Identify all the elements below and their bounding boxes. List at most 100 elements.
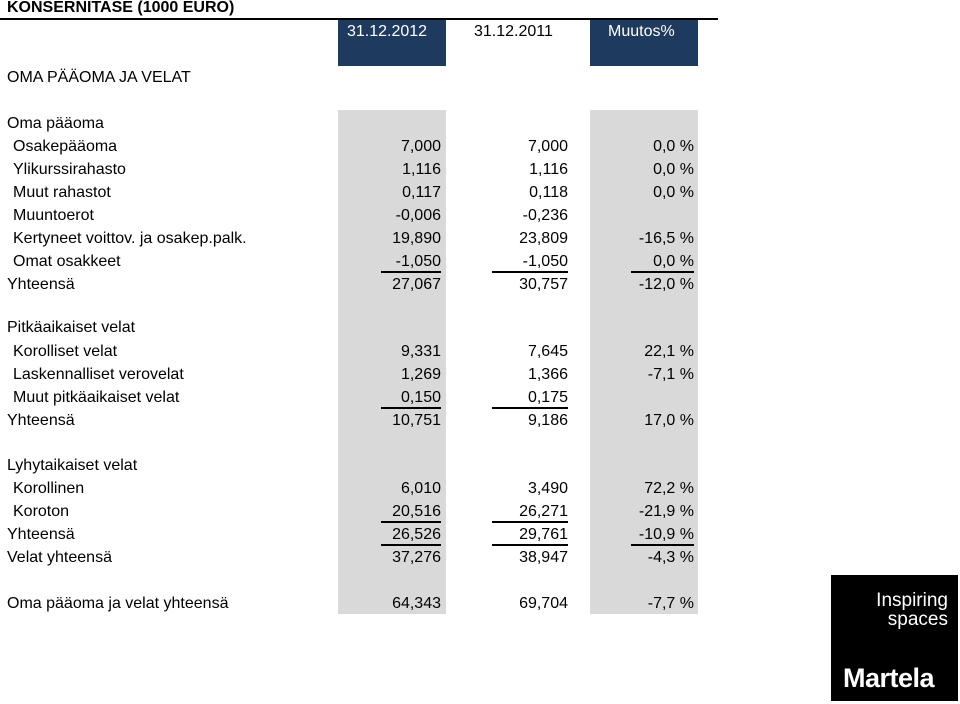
row-value-col1: 9,331	[400, 343, 441, 360]
row-label: Yhteensä	[7, 412, 75, 429]
table-row: Oma pääoma ja velat yhteensä 64,343 69,704…	[0, 592, 718, 615]
row-value-col1: 7,000	[400, 138, 441, 155]
row-label: Omat osakkeet	[13, 253, 121, 270]
row-value-col1: 19,890	[392, 230, 441, 247]
row-label: Oma pääoma ja velat yhteensä	[7, 595, 229, 612]
longterm-heading: Pitkäaikaiset velat	[0, 316, 718, 339]
row-label: Muuntoerot	[13, 207, 94, 224]
table-row: Yhteensä 27,067 30,757 -12,0 %	[0, 273, 718, 296]
row-label: Yhteensä	[7, 276, 75, 293]
table-row: Laskennalliset verovelat 1,269 1,366 -7,1 %	[0, 363, 718, 386]
total-underline	[492, 521, 568, 523]
section-heading: OMA PÄÄOMA JA VELAT	[0, 66, 718, 89]
logo-tagline: Inspiring spaces	[876, 591, 948, 629]
row-label: Korollinen	[13, 480, 85, 497]
row-value-col3: -12,0 %	[638, 276, 694, 293]
row-value-col3: 0,0 %	[653, 253, 694, 270]
row-value-col1: 1,269	[400, 366, 441, 383]
row-value-col3: 0,0 %	[653, 184, 694, 201]
col1-header: 31.12.2012	[347, 23, 428, 40]
total-underline	[381, 407, 441, 409]
row-label: Yhteensä	[7, 526, 75, 543]
table-row: Korolliset velat 9,331 7,645 22,1 %	[0, 340, 718, 363]
row-value-col2: -0,236	[522, 207, 568, 224]
table-row: Yhteensä 10,751 9,186 17,0 %	[0, 409, 718, 432]
row-value-col2: 29,761	[519, 526, 568, 543]
total-underline	[492, 544, 568, 546]
col3-header-bg	[590, 20, 698, 66]
row-label: Korolliset velat	[13, 343, 118, 360]
row-label: Muut pitkäaikaiset velat	[13, 389, 180, 406]
row-value-col1: 10,751	[392, 412, 441, 429]
row-value-col2: 26,271	[519, 503, 568, 520]
row-value-col1: 37,276	[392, 549, 441, 566]
longterm-heading-label: Pitkäaikaiset velat	[7, 319, 136, 336]
row-value-col3: -16,5 %	[638, 230, 694, 247]
col3-header: Muutos%	[608, 23, 675, 40]
row-value-col2: 3,490	[527, 480, 568, 497]
total-underline	[492, 407, 568, 409]
row-value-col1: 1,116	[402, 161, 441, 178]
report-title: KONSERNITASE (1000 EURO)	[7, 0, 235, 16]
table-row: Omat osakkeet -1,050 -1,050 0,0 %	[0, 250, 718, 273]
table-row: Kertyneet voittov. ja osakep.palk. 19,890…	[0, 227, 718, 250]
table-row: Velat yhteensä 37,276 38,947 -4,3 %	[0, 546, 718, 569]
table-row: Ylikurssirahasto 1,116 1,116 0,0 %	[0, 158, 718, 181]
shortterm-heading-label: Lyhytaikaiset velat	[7, 457, 138, 474]
row-value-col1: 0,150	[400, 389, 441, 406]
row-value-col2: 7,000	[527, 138, 568, 155]
total-underline	[381, 521, 441, 523]
col2-header: 31.12.2011	[474, 23, 553, 40]
row-value-col1: -0,006	[395, 207, 441, 224]
row-value-col1: 64,343	[392, 595, 441, 612]
row-value-col3: 72,2 %	[644, 480, 694, 497]
row-value-col1: 6,010	[400, 480, 441, 497]
row-value-col3: 0,0 %	[653, 138, 694, 155]
row-label: Kertyneet voittov. ja osakep.palk.	[13, 230, 247, 247]
row-value-col2: 1,116	[529, 161, 568, 178]
row-label: Koroton	[13, 503, 70, 520]
row-value-col2: -1,050	[522, 253, 568, 270]
martela-logo: Inspiring spaces Martela	[831, 575, 958, 701]
row-label: Muut rahastot	[13, 184, 111, 201]
row-value-col2: 9,186	[527, 412, 568, 429]
row-value-col3: -4,3 %	[647, 549, 694, 566]
row-value-col2: 38,947	[519, 549, 568, 566]
row-value-col2: 1,366	[527, 366, 568, 383]
row-value-col3: -10,9 %	[638, 526, 694, 543]
logo-tagline-line2: spaces	[887, 609, 948, 630]
row-value-col3: 17,0 %	[644, 412, 694, 429]
equity-heading-label: Oma pääoma	[7, 115, 104, 132]
total-underline	[492, 271, 568, 273]
row-value-col1: 27,067	[392, 276, 441, 293]
title-rule	[0, 18, 718, 20]
row-value-col1: -1,050	[395, 253, 441, 270]
table-row: Osakepääoma 7,000 7,000 0,0 %	[0, 135, 718, 158]
table-row: Muut pitkäaikaiset velat 0,150 0,175	[0, 386, 718, 409]
logo-brand: Martela	[843, 663, 935, 693]
total-underline	[381, 544, 441, 546]
row-label: Velat yhteensä	[7, 549, 112, 566]
row-value-col3: -7,1 %	[647, 366, 694, 383]
total-underline	[381, 271, 441, 273]
logo-tagline-line1: Inspiring	[876, 590, 948, 611]
table-row: Koroton 20,516 26,271 -21,9 %	[0, 500, 718, 523]
row-value-col3: 0,0 %	[653, 161, 694, 178]
table-row: Muut rahastot 0,117 0,118 0,0 %	[0, 181, 718, 204]
row-label: Osakepääoma	[13, 138, 118, 155]
table-row: Muuntoerot -0,006 -0,236	[0, 204, 718, 227]
row-value-col2: 23,809	[519, 230, 568, 247]
row-value-col2: 69,704	[519, 595, 568, 612]
row-value-col2: 0,175	[527, 389, 568, 406]
row-label: Laskennalliset verovelat	[13, 366, 184, 383]
col1-shade	[338, 110, 446, 614]
row-value-col3: -21,9 %	[638, 503, 694, 520]
section-heading-label: OMA PÄÄOMA JA VELAT	[7, 69, 191, 86]
row-value-col1: 26,526	[392, 526, 441, 543]
shortterm-heading: Lyhytaikaiset velat	[0, 454, 718, 477]
row-value-col3: 22,1 %	[644, 343, 694, 360]
row-value-col3: -7,7 %	[647, 595, 694, 612]
col1-header-bg	[338, 20, 446, 66]
total-underline	[631, 271, 694, 273]
row-value-col1: 0,117	[402, 184, 441, 201]
